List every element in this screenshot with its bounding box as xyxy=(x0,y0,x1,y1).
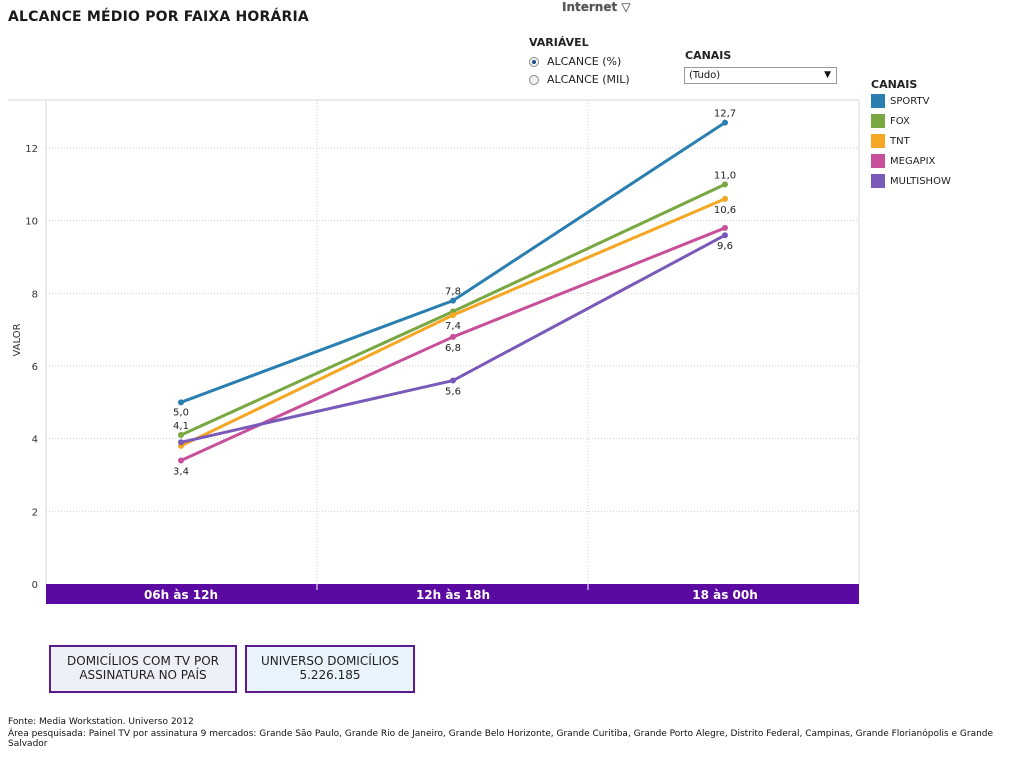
data-point xyxy=(450,297,456,304)
radio-alcance-percent[interactable]: ALCANCE (%) xyxy=(529,55,621,68)
radio-checked-icon[interactable] xyxy=(529,56,539,67)
data-label: 7,8 xyxy=(445,287,461,298)
x-axis-band xyxy=(46,584,859,604)
data-label: 12,7 xyxy=(714,109,736,120)
radio-alcance-mil[interactable]: ALCANCE (MIL) xyxy=(529,73,630,86)
data-point xyxy=(178,432,184,439)
data-label: 11,0 xyxy=(714,170,736,181)
legend-swatch xyxy=(871,154,885,168)
stat-value: 5.226.185 xyxy=(299,668,361,682)
footer-source: Fonte: Media Workstation. Universo 2012 xyxy=(8,717,194,727)
data-label: 7,4 xyxy=(445,321,461,332)
legend-label: SPORTV xyxy=(890,95,930,107)
data-point xyxy=(178,439,184,446)
y-axis-label: VALOR xyxy=(12,323,23,356)
y-tick-label: 10 xyxy=(25,217,38,228)
data-point xyxy=(450,312,456,319)
data-point xyxy=(178,399,184,406)
y-tick-label: 2 xyxy=(32,507,38,518)
data-point xyxy=(722,232,728,239)
channel-filter-dropdown[interactable]: (Tudo) ▼ xyxy=(684,67,837,84)
y-tick-label: 12 xyxy=(25,144,38,155)
dropdown-arrow-icon[interactable]: ▼ xyxy=(824,70,831,80)
x-tick-label: 18 às 00h xyxy=(692,588,758,602)
x-tick-label: 12h às 18h xyxy=(416,588,490,602)
footer-area: Área pesquisada: Painel TV por assinatur… xyxy=(8,729,994,749)
variable-filter-title: VARIÁVEL xyxy=(529,36,589,49)
legend-swatch xyxy=(871,94,885,108)
y-tick-label: 8 xyxy=(32,289,38,300)
legend-item-multishow[interactable]: MULTISHOW xyxy=(871,174,951,188)
legend-label: MULTISHOW xyxy=(890,175,951,187)
channel-filter-title: CANAIS xyxy=(685,49,732,62)
legend-swatch xyxy=(871,114,885,128)
data-label: 5,6 xyxy=(445,387,461,398)
page-title: ALCANCE MÉDIO POR FAIXA HORÁRIA xyxy=(8,9,309,25)
data-point xyxy=(722,195,728,202)
data-point xyxy=(450,377,456,384)
data-label: 3,4 xyxy=(173,466,189,477)
legend-item-tnt[interactable]: TNT xyxy=(871,134,910,148)
legend-label: TNT xyxy=(890,135,910,147)
radio-unchecked-icon[interactable] xyxy=(529,74,539,85)
stat-box-household-universe: UNIVERSO DOMICÍLIOS 5.226.185 xyxy=(245,645,415,693)
legend-swatch xyxy=(871,174,885,188)
radio-label-alcance-mil: ALCANCE (MIL) xyxy=(547,73,630,86)
legend-item-fox[interactable]: FOX xyxy=(871,114,910,128)
data-point xyxy=(178,457,184,464)
series-line-sportv xyxy=(180,121,726,404)
data-point xyxy=(722,224,728,231)
y-tick-label: 4 xyxy=(32,435,38,446)
y-tick-label: 6 xyxy=(32,362,38,373)
radio-label-alcance-percent: ALCANCE (%) xyxy=(547,55,622,68)
x-tick-label: 06h às 12h xyxy=(144,588,218,602)
data-label: 9,6 xyxy=(717,241,733,252)
data-label: 4,1 xyxy=(173,421,189,432)
legend-item-megapix[interactable]: MEGAPIX xyxy=(871,154,935,168)
data-point xyxy=(450,333,456,340)
legend-title: CANAIS xyxy=(871,78,918,91)
channel-filter-value: (Tudo) xyxy=(689,70,721,81)
data-source-menu[interactable]: Internet ▽ xyxy=(562,0,631,14)
data-label: 10,6 xyxy=(714,205,736,216)
stat-line: DOMICÍLIOS COM TV POR xyxy=(67,654,219,668)
legend-swatch xyxy=(871,134,885,148)
legend-label: MEGAPIX xyxy=(890,155,936,167)
stat-box-pay-tv-households: DOMICÍLIOS COM TV POR ASSINATURA NO PAÍS xyxy=(49,645,237,693)
legend-item-sportv[interactable]: SPORTV xyxy=(871,94,929,108)
data-point xyxy=(722,119,728,126)
stat-line: UNIVERSO DOMICÍLIOS xyxy=(260,654,400,668)
legend-label: FOX xyxy=(890,115,910,127)
line-chart: 0 2 4 6 8 10 12 VALOR 06h às 12h 12h às 18h 18 às … xyxy=(8,99,860,604)
stat-line: ASSINATURA NO PAÍS xyxy=(79,668,207,682)
data-label: 5,0 xyxy=(173,407,189,418)
y-tick-label: 0 xyxy=(32,580,38,591)
data-point xyxy=(722,181,728,188)
data-label: 6,8 xyxy=(445,343,461,354)
